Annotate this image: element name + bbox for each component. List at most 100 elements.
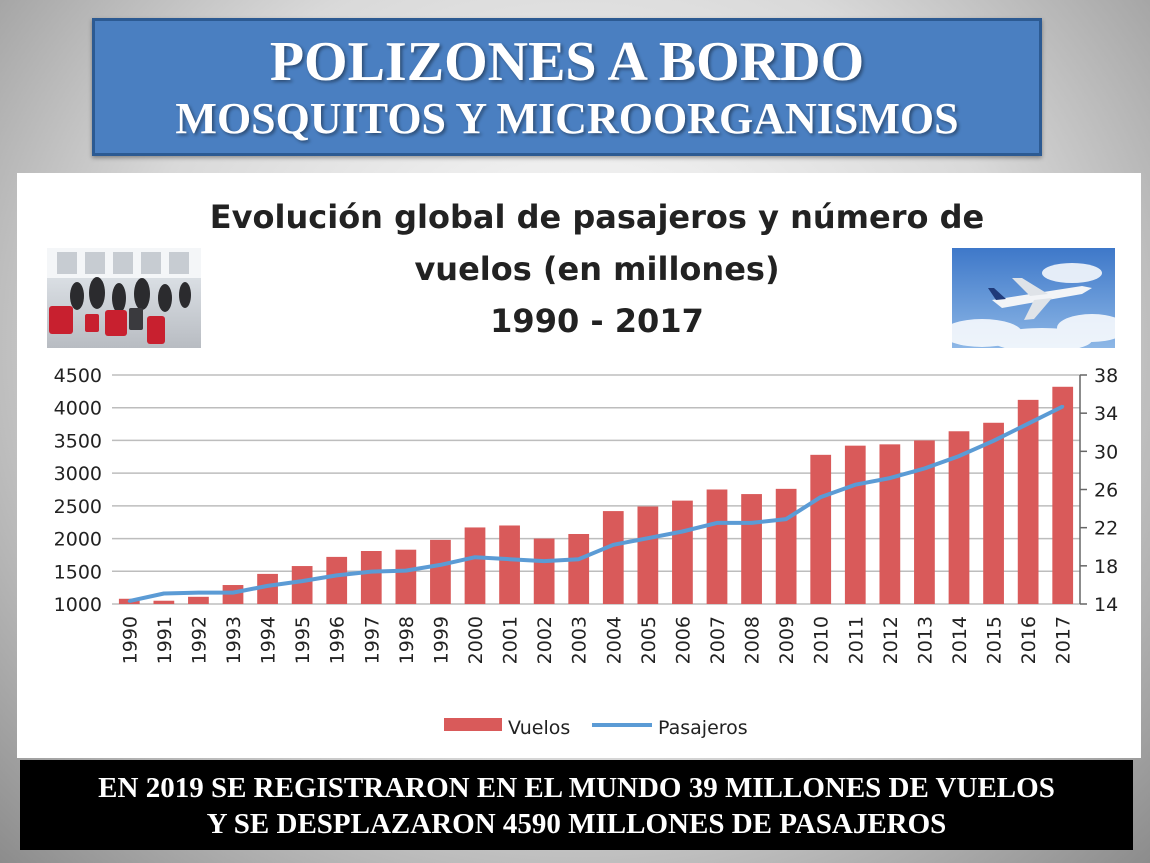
point-1999 [438, 563, 442, 567]
x-tick-label: 2000 [465, 616, 487, 664]
bar-2010 [810, 454, 832, 604]
point-1990 [127, 599, 131, 603]
y-left-tick-label: 2000 [54, 529, 102, 551]
chart-title-line-3: 1990 - 2017 [490, 302, 704, 340]
point-2013 [922, 467, 926, 471]
point-1996 [335, 573, 339, 577]
bar-2000 [464, 527, 486, 604]
bar-1994 [257, 573, 278, 604]
bar-2017 [1052, 386, 1074, 604]
page-title: POLIZONES A BORDO [269, 31, 865, 93]
bar-2012 [879, 444, 901, 604]
x-tick-label: 2014 [949, 616, 971, 664]
legend: Vuelos Pasajeros [444, 717, 748, 739]
chart-title-line-1: Evolución global de pasajeros y número d… [209, 198, 985, 236]
chart-title-line-2: vuelos (en millones) [414, 250, 780, 288]
x-tick-label: 1993 [223, 616, 245, 664]
chart-panel: Evolución global de pasajeros y número d… [17, 173, 1141, 758]
x-tick-label: 1994 [258, 616, 280, 664]
y-left-tick-label: 2500 [54, 496, 102, 518]
bar-2013 [914, 440, 935, 604]
point-2004 [611, 543, 615, 547]
y-right-tick-label: 22 [1094, 518, 1118, 540]
y-left-tick-label: 4000 [54, 398, 102, 420]
y-right-tick-label: 34 [1094, 403, 1118, 425]
x-axis-labels: 1990 1991 1992 1993 1994 1995 1996 1997 1998 1999… [119, 616, 1074, 664]
y-right-tick-label: 26 [1094, 480, 1118, 502]
airport-passengers-photo [47, 248, 201, 348]
y-left-tick-label: 1500 [54, 561, 102, 583]
x-tick-label: 2015 [984, 616, 1006, 664]
x-tick-label: 2005 [638, 616, 660, 664]
legend-label-vuelos: Vuelos [508, 717, 570, 739]
point-2010 [819, 495, 823, 499]
point-2001 [508, 557, 512, 561]
bar-1998 [395, 549, 417, 604]
x-tick-label: 2001 [500, 616, 522, 664]
y-left-tick-label: 1000 [54, 594, 102, 616]
airplane-photo [952, 248, 1115, 348]
x-tick-label: 1991 [154, 616, 176, 664]
chart-title: Evolución global de pasajeros y número d… [17, 191, 1150, 347]
bar-2002 [533, 538, 555, 604]
y-right-tick-label: 38 [1094, 365, 1118, 387]
x-tick-label: 2013 [914, 616, 936, 664]
point-2002 [542, 559, 546, 563]
point-2012 [888, 476, 892, 480]
x-tick-label: 2011 [845, 616, 867, 664]
x-tick-label: 2010 [811, 616, 833, 664]
title-banner: POLIZONES A BORDO MOSQUITOS Y MICROORGAN… [92, 18, 1042, 156]
bar-2007 [706, 489, 728, 604]
x-tick-label: 2016 [1018, 616, 1040, 664]
bar-1992 [188, 596, 209, 604]
x-tick-label: 1995 [292, 616, 314, 664]
y-left-tick-label: 4500 [54, 365, 102, 387]
x-tick-label: 1998 [396, 616, 418, 664]
bar-1995 [291, 566, 313, 604]
legend-swatch-vuelos [444, 718, 502, 731]
bar-2006 [672, 500, 693, 604]
footer-banner: EN 2019 SE REGISTRARON EN EL MUNDO 39 MI… [20, 760, 1133, 850]
point-2015 [992, 439, 996, 443]
bar-2005 [637, 506, 659, 604]
bar-1999 [430, 539, 451, 604]
legend-label-pasajeros: Pasajeros [658, 717, 748, 739]
x-tick-label: 1990 [119, 616, 141, 664]
x-tick-label: 2004 [603, 616, 625, 664]
point-1997 [369, 570, 373, 574]
point-1998 [404, 569, 408, 573]
footer-line-2: Y SE DESPLAZARON 4590 MILLONES DE PASAJE… [206, 808, 947, 840]
bar-2014 [948, 431, 970, 604]
x-tick-label: 1992 [188, 616, 210, 664]
bar-1991 [153, 600, 175, 604]
x-tick-label: 2002 [534, 616, 556, 664]
point-2000 [473, 555, 477, 559]
point-2016 [1026, 422, 1030, 426]
x-tick-label: 2008 [742, 616, 764, 664]
point-2003 [577, 557, 581, 561]
point-1991 [162, 592, 166, 596]
point-2005 [646, 536, 650, 540]
line-pasajeros [128, 404, 1064, 604]
point-2017 [1061, 404, 1065, 408]
line-series-pasajeros [127, 404, 1065, 604]
point-2008 [750, 521, 754, 525]
chart-svg: 1000 1500 2000 2500 3000 3500 4000 4500 14 18 22 2… [54, 365, 1119, 739]
x-tick-label: 2012 [880, 616, 902, 664]
left-axis: 1000 1500 2000 2500 3000 3500 4000 4500 [54, 365, 102, 616]
footer-line-1: EN 2019 SE REGISTRARON EN EL MUNDO 39 MI… [98, 772, 1055, 804]
y-left-tick-label: 3000 [54, 463, 102, 485]
point-2006 [680, 529, 684, 533]
x-tick-label: 1996 [327, 616, 349, 664]
point-2011 [853, 483, 857, 487]
x-tick-label: 1997 [361, 616, 383, 664]
bar-2011 [844, 445, 866, 604]
bar-2009 [775, 488, 797, 604]
point-1992 [196, 591, 200, 595]
point-2007 [715, 521, 719, 525]
right-axis: 14 18 22 26 30 34 38 [1079, 365, 1118, 616]
x-tick-label: 1999 [430, 616, 452, 664]
bar-2015 [983, 422, 1004, 604]
point-1993 [231, 591, 235, 595]
y-left-tick-label: 3500 [54, 430, 102, 452]
